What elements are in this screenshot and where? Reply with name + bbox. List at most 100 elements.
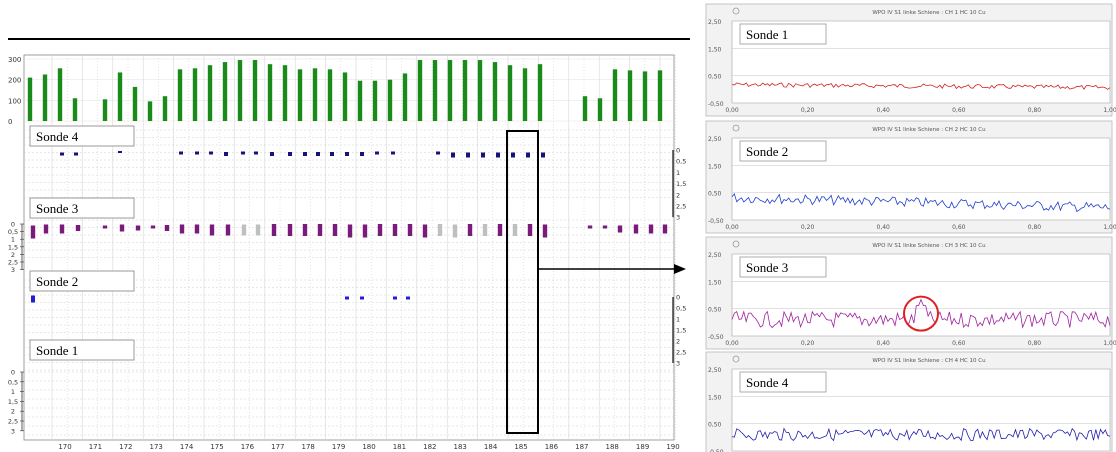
panel-x-label: 0,60 — [952, 340, 966, 347]
sonde4-mark — [330, 152, 334, 156]
panel-y-label: 1,50 — [708, 163, 722, 170]
green-bar — [372, 80, 378, 121]
sonde4-mark — [118, 151, 122, 153]
green-bar — [612, 69, 618, 121]
sonde4-mark — [209, 151, 213, 155]
depth-label: 2,5 — [8, 259, 18, 267]
sonde3-mark — [648, 224, 654, 234]
depth-label: 0 — [676, 294, 680, 302]
signal-trace — [731, 82, 1111, 90]
panel-x-label: 0,60 — [952, 224, 966, 231]
green-bar — [192, 68, 198, 121]
panel-y-label: 2,50 — [708, 252, 722, 259]
panel-x-label: 0,40 — [877, 340, 891, 347]
depth-label: 0,5 — [676, 305, 686, 313]
panel-header: WPO IV S1 linke Schiene : CH 2 HC 10 Cu — [872, 127, 985, 133]
top-axis-label: 200 — [8, 77, 21, 85]
panel-x-label: 0,80 — [1028, 340, 1042, 347]
signal-trace — [731, 427, 1111, 442]
sonde3-mark-gray — [255, 224, 261, 236]
sonde3-mark — [347, 224, 353, 238]
green-bar — [252, 60, 258, 121]
sonde2-label: Sonde 2 — [36, 274, 78, 289]
sonde4-box: Sonde 4 — [29, 125, 135, 147]
panel-x-label: 0,00 — [725, 224, 739, 231]
sonde3-mark — [209, 224, 215, 236]
sonde3-mark — [102, 225, 108, 229]
panel-y-label: 1,50 — [708, 279, 722, 286]
sonde3-mark — [302, 224, 308, 236]
green-bar — [597, 98, 603, 121]
green-bar — [57, 68, 63, 121]
panel-x-label: 0,80 — [1028, 224, 1042, 231]
x-axis-label: 170 — [58, 443, 71, 451]
right-depth-axis-sonde4: 0 0,5 1 1,5 2 2,5 3 — [672, 147, 686, 222]
green-bar — [432, 60, 438, 121]
sonde3-mark — [422, 224, 428, 238]
sonde3-mark — [497, 224, 503, 236]
sonde3-mark-gray — [482, 224, 488, 236]
x-axis-label: 189 — [636, 443, 649, 451]
panel-x-label: 0,80 — [1028, 107, 1042, 114]
panel-x-label: 0,00 — [725, 107, 739, 114]
sonde3-mark — [602, 225, 608, 229]
depth-label: 2 — [676, 338, 680, 346]
sonde3-mark — [287, 224, 293, 236]
x-axis-label: 174 — [180, 443, 194, 451]
panel-3: WPO IV S1 linke Schiene : CH 3 HC 10 Cu 2… — [705, 236, 1116, 350]
x-axis-label: 177 — [271, 443, 284, 451]
vertical-grid — [51, 55, 676, 440]
green-bar — [537, 64, 543, 121]
sonde3-mark — [164, 225, 170, 231]
sonde4-mark — [481, 152, 485, 158]
green-bar — [642, 71, 648, 121]
sonde2-mark — [360, 296, 364, 300]
x-axis-label: 184 — [484, 443, 498, 451]
x-axis-label: 188 — [606, 443, 619, 451]
depth-label: 1 — [676, 316, 680, 324]
panel-x-label: 0,00 — [725, 340, 739, 347]
sonde4-mark — [451, 152, 455, 158]
panel-x-label: 1,00 — [1103, 340, 1116, 347]
panel-label-box — [739, 371, 827, 393]
sonde4-mark — [195, 151, 199, 155]
x-axis-label: 183 — [454, 443, 467, 451]
green-bar — [477, 60, 483, 121]
green-bar — [492, 62, 498, 121]
depth-label: 1,5 — [676, 180, 686, 188]
sonde3-mark — [150, 225, 156, 229]
sonde4-mark — [511, 152, 515, 158]
panel-x-label: 0,20 — [801, 107, 815, 114]
sonde4-mark — [288, 152, 292, 156]
green-bar — [417, 60, 423, 121]
panel-x-label: 0,20 — [801, 340, 815, 347]
green-bar — [387, 79, 393, 121]
sonde3-mark-gray — [241, 224, 247, 236]
sonde4-mark — [526, 152, 530, 158]
green-bar — [327, 69, 333, 121]
green-bar — [237, 60, 243, 121]
left-depth-axis-sonde1: 00,5 1 1,5 2 2,53 — [8, 369, 24, 435]
sonde3-mark — [662, 224, 668, 234]
depth-label: 3 — [11, 427, 15, 435]
sonde3-marks — [30, 224, 668, 239]
panel-y-label: 0,50 — [708, 74, 722, 81]
panel-status-icon — [732, 124, 740, 132]
sonde3-mark-gray — [452, 224, 458, 238]
green-bar — [117, 72, 123, 121]
green-bars — [27, 60, 663, 121]
sonde3-mark — [179, 224, 185, 234]
panel-label: Sonde 2 — [746, 144, 788, 159]
panel-y-label: -0,50 — [708, 101, 724, 108]
x-axis-label: 171 — [89, 443, 102, 451]
sonde3-mark — [43, 224, 49, 234]
panel-x-label: 0,40 — [877, 224, 891, 231]
sonde3-box: Sonde 3 — [29, 197, 135, 219]
sonde4-mark — [254, 151, 258, 155]
panel-label-box — [739, 23, 827, 45]
green-bar — [402, 73, 408, 121]
depth-label: 0 — [676, 147, 680, 155]
sonde4-label: Sonde 4 — [36, 129, 79, 144]
